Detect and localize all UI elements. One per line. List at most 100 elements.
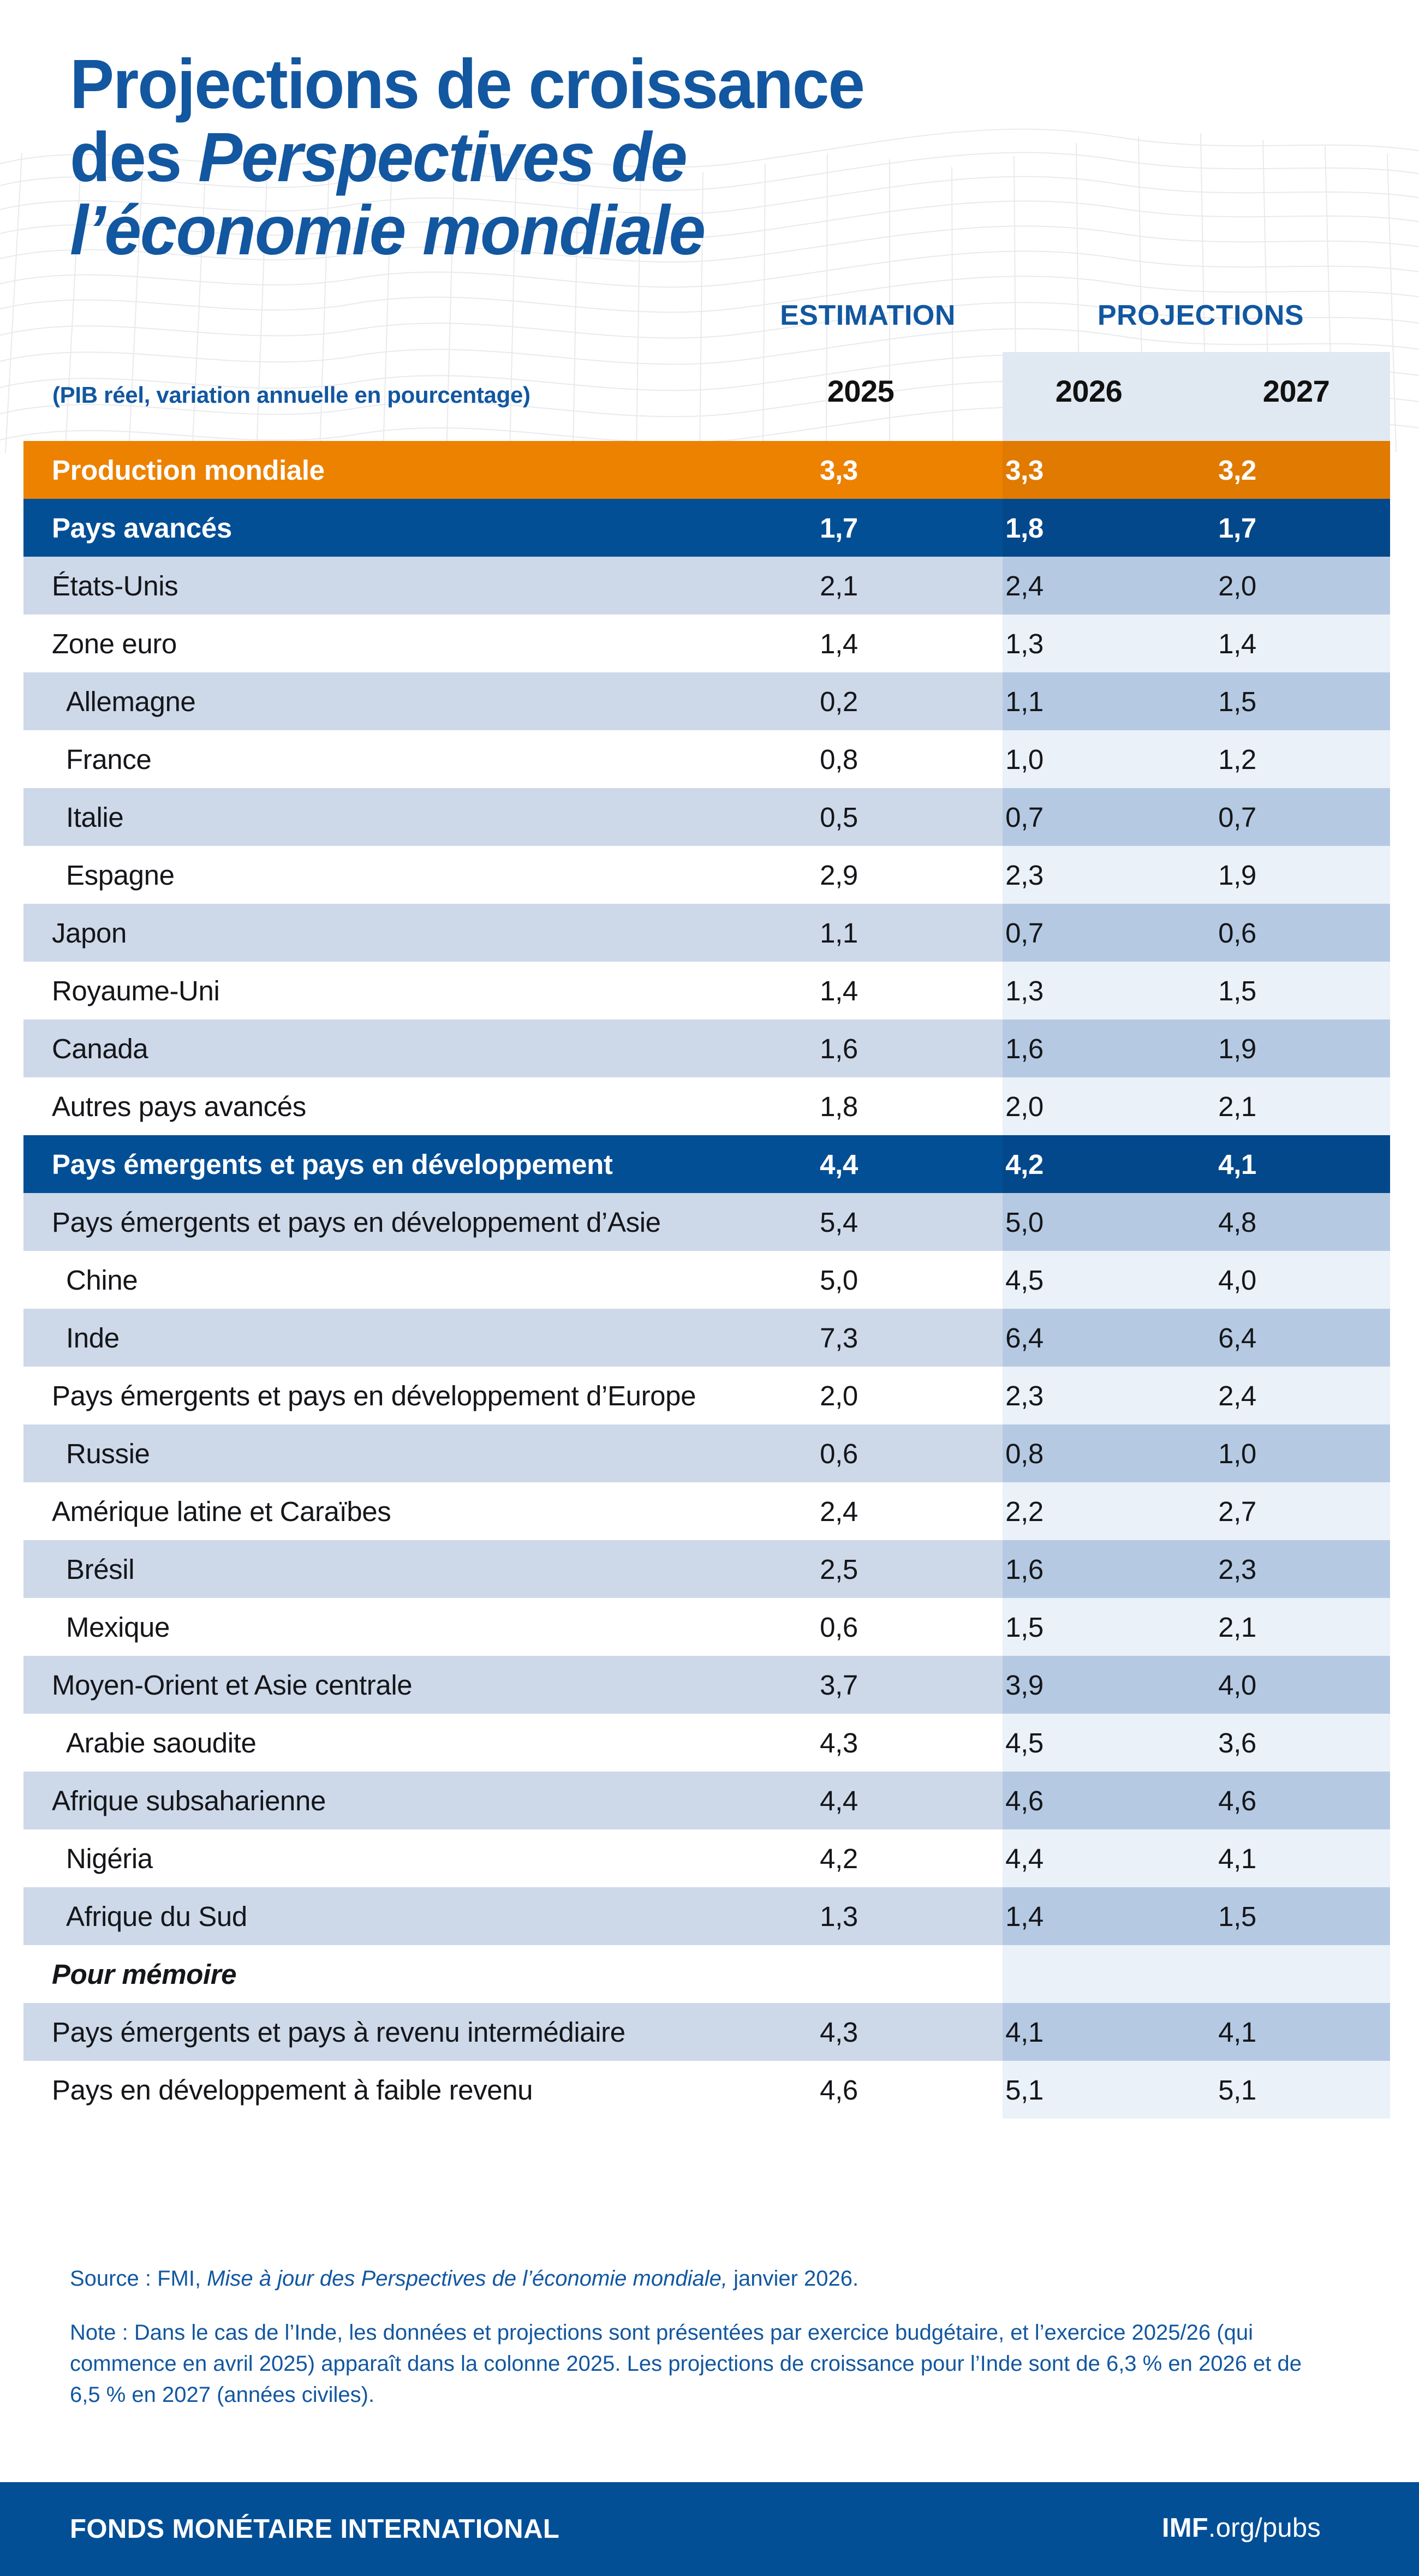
row-label: Pour mémoire [52,1958,237,1990]
table-row: Amérique latine et Caraïbes 2,4 2,2 2,7 [23,1482,1390,1540]
cell-2025: 0,6 [820,1611,858,1643]
cell-2027: 1,5 [1218,1900,1256,1932]
row-label: Zone euro [52,628,177,659]
cell-2026: 1,4 [1005,1900,1044,1932]
cell-2025: 4,6 [820,2074,858,2106]
cell-2026: 2,3 [1005,859,1044,891]
row-label: Royaume-Uni [52,975,220,1006]
cell-2025: 1,4 [820,628,858,659]
row-label: France [66,743,152,775]
table-row: Pays émergents et pays en développement 4… [23,1135,1390,1193]
cell-2026: 1,3 [1005,628,1044,659]
row-label: Pays émergents et pays en développement … [52,1380,696,1411]
cell-2025: 2,0 [820,1380,858,1411]
cell-2027: 1,4 [1218,628,1256,659]
title-line-2-italic: Perspectives de [198,118,688,196]
cell-2026: 2,2 [1005,1495,1044,1527]
cell-2027: 3,2 [1218,454,1256,486]
cell-2026: 4,4 [1005,1842,1044,1874]
row-label: Brésil [66,1553,135,1585]
row-label: Allemagne [66,685,196,717]
source-prefix: Source : FMI, [70,2267,207,2291]
cell-2025: 4,4 [820,1785,858,1816]
header-block: Projections de croissance des Perspectiv… [0,0,1419,441]
cell-2027: 6,4 [1218,1322,1256,1353]
footer-url[interactable]: IMF.org/pubs [1162,2513,1321,2543]
cell-2025: 1,3 [820,1900,858,1932]
row-label: Chine [66,1264,138,1296]
table-row: Brésil 2,5 1,6 2,3 [23,1540,1390,1598]
cell-2026: 1,6 [1005,1033,1044,1064]
table-row: Italie 0,5 0,7 0,7 [23,788,1390,846]
cell-2026: 1,8 [1005,512,1044,544]
growth-projections-table: Production mondiale 3,3 3,3 3,2 Pays avancés… [23,441,1390,2119]
cell-2027: 2,0 [1218,570,1256,601]
cell-2025: 2,1 [820,570,858,601]
cell-2027: 4,0 [1218,1669,1256,1701]
row-label: Amérique latine et Caraïbes [52,1495,391,1527]
table-row: Espagne 2,9 2,3 1,9 [23,846,1390,904]
column-header-2026: 2026 [1055,374,1123,408]
row-label: Moyen-Orient et Asie centrale [52,1669,413,1701]
table-row: Pour mémoire [23,1945,1390,2003]
cell-2025: 7,3 [820,1322,858,1353]
row-label: Russie [66,1438,150,1469]
cell-2027: 1,2 [1218,743,1256,775]
cell-2027: 0,7 [1218,801,1256,833]
row-label: Pays émergents et pays en développement … [52,1206,661,1238]
cell-2026: 2,4 [1005,570,1044,601]
table-row: Canada 1,6 1,6 1,9 [23,1019,1390,1077]
cell-2027: 0,6 [1218,917,1256,949]
cell-2025: 5,4 [820,1206,858,1238]
cell-2025: 3,7 [820,1669,858,1701]
cell-2025: 0,8 [820,743,858,775]
table-row: Afrique subsaharienne 4,4 4,6 4,6 [23,1772,1390,1829]
table-row: Arabie saoudite 4,3 4,5 3,6 [23,1714,1390,1772]
row-label: États-Unis [52,570,178,601]
cell-2026: 4,1 [1005,2016,1044,2048]
cell-2025: 2,4 [820,1495,858,1527]
row-label: Afrique subsaharienne [52,1785,326,1816]
row-label: Afrique du Sud [66,1900,247,1932]
cell-2026: 5,0 [1005,1206,1044,1238]
table-row: Pays émergents et pays en développement … [23,1193,1390,1251]
cell-2026: 0,7 [1005,917,1044,949]
cell-2026: 0,8 [1005,1438,1044,1469]
cell-2027: 1,0 [1218,1438,1256,1469]
column-header-2027: 2027 [1262,374,1330,408]
table-row: Pays avancés 1,7 1,8 1,7 [23,499,1390,557]
cell-2027: 2,3 [1218,1553,1256,1585]
cell-2027: 1,7 [1218,512,1256,544]
cell-2026: 4,5 [1005,1727,1044,1758]
projections-tint-band [1003,352,1390,441]
footer-bar: FONDS MONÉTAIRE INTERNATIONAL IMF.org/pu… [0,2482,1419,2576]
cell-2027: 1,9 [1218,1033,1256,1064]
note-line: Note : Dans le cas de l’Inde, les donnée… [70,2321,1302,2407]
table-row: Mexique 0,6 1,5 2,1 [23,1598,1390,1656]
cell-2027: 4,6 [1218,1785,1256,1816]
cell-2026: 0,7 [1005,801,1044,833]
cell-2026: 3,3 [1005,454,1044,486]
row-label: Nigéria [66,1842,153,1874]
row-label: Canada [52,1033,148,1064]
cell-2025: 1,1 [820,917,858,949]
cell-2025: 4,2 [820,1842,858,1874]
cell-2026: 4,2 [1005,1148,1044,1180]
row-label: Pays avancés [52,512,232,544]
cell-2025: 2,9 [820,859,858,891]
cell-2026: 4,5 [1005,1264,1044,1296]
table-row: Russie 0,6 0,8 1,0 [23,1424,1390,1482]
cell-2026: 6,4 [1005,1322,1044,1353]
cell-2027: 2,1 [1218,1611,1256,1643]
cell-2025: 1,8 [820,1090,858,1122]
cell-2025: 5,0 [820,1264,858,1296]
row-label: Espagne [66,859,175,891]
cell-2026: 3,9 [1005,1669,1044,1701]
row-label: Italie [66,801,124,833]
page-title: Projections de croissance des Perspectiv… [70,48,1159,267]
cell-2026: 1,3 [1005,975,1044,1006]
table-row: États-Unis 2,1 2,4 2,0 [23,557,1390,615]
table-row: Production mondiale 3,3 3,3 3,2 [23,441,1390,499]
source-line: Source : FMI, Mise à jour des Perspectiv… [70,2264,1314,2293]
cell-2026: 2,0 [1005,1090,1044,1122]
